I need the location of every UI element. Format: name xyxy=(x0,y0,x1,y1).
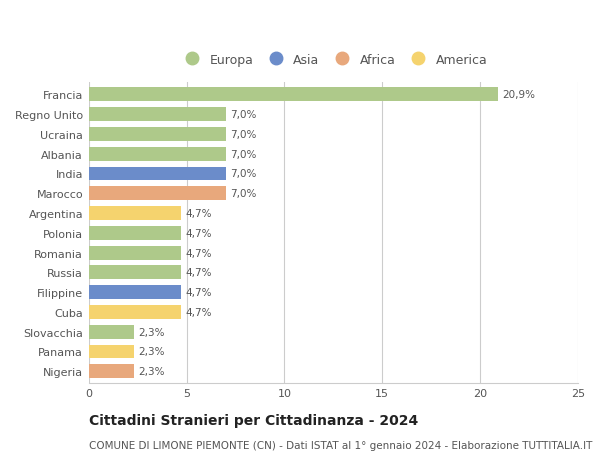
Text: 4,7%: 4,7% xyxy=(185,268,212,278)
Text: 7,0%: 7,0% xyxy=(230,169,257,179)
Text: 7,0%: 7,0% xyxy=(230,149,257,159)
Text: 2,3%: 2,3% xyxy=(139,347,165,357)
Bar xyxy=(89,226,181,240)
Bar xyxy=(89,305,181,319)
Text: 4,7%: 4,7% xyxy=(185,287,212,297)
Bar xyxy=(89,108,226,122)
Bar xyxy=(89,325,134,339)
Text: 7,0%: 7,0% xyxy=(230,129,257,140)
Text: Cittadini Stranieri per Cittadinanza - 2024: Cittadini Stranieri per Cittadinanza - 2… xyxy=(89,413,418,427)
Text: 2,3%: 2,3% xyxy=(139,327,165,337)
Text: 4,7%: 4,7% xyxy=(185,248,212,258)
Text: 7,0%: 7,0% xyxy=(230,189,257,199)
Bar xyxy=(89,266,181,280)
Text: 7,0%: 7,0% xyxy=(230,110,257,120)
Bar xyxy=(89,88,497,102)
Bar xyxy=(89,364,134,378)
Text: 20,9%: 20,9% xyxy=(503,90,536,100)
Legend: Europa, Asia, Africa, America: Europa, Asia, Africa, America xyxy=(179,54,487,67)
Text: 4,7%: 4,7% xyxy=(185,208,212,218)
Bar xyxy=(89,246,181,260)
Text: 2,3%: 2,3% xyxy=(139,366,165,376)
Bar xyxy=(89,187,226,201)
Bar xyxy=(89,128,226,141)
Bar xyxy=(89,285,181,299)
Bar xyxy=(89,207,181,220)
Bar xyxy=(89,167,226,181)
Text: 4,7%: 4,7% xyxy=(185,307,212,317)
Text: 4,7%: 4,7% xyxy=(185,228,212,238)
Text: COMUNE DI LIMONE PIEMONTE (CN) - Dati ISTAT al 1° gennaio 2024 - Elaborazione TU: COMUNE DI LIMONE PIEMONTE (CN) - Dati IS… xyxy=(89,440,592,450)
Bar xyxy=(89,345,134,358)
Bar xyxy=(89,147,226,161)
